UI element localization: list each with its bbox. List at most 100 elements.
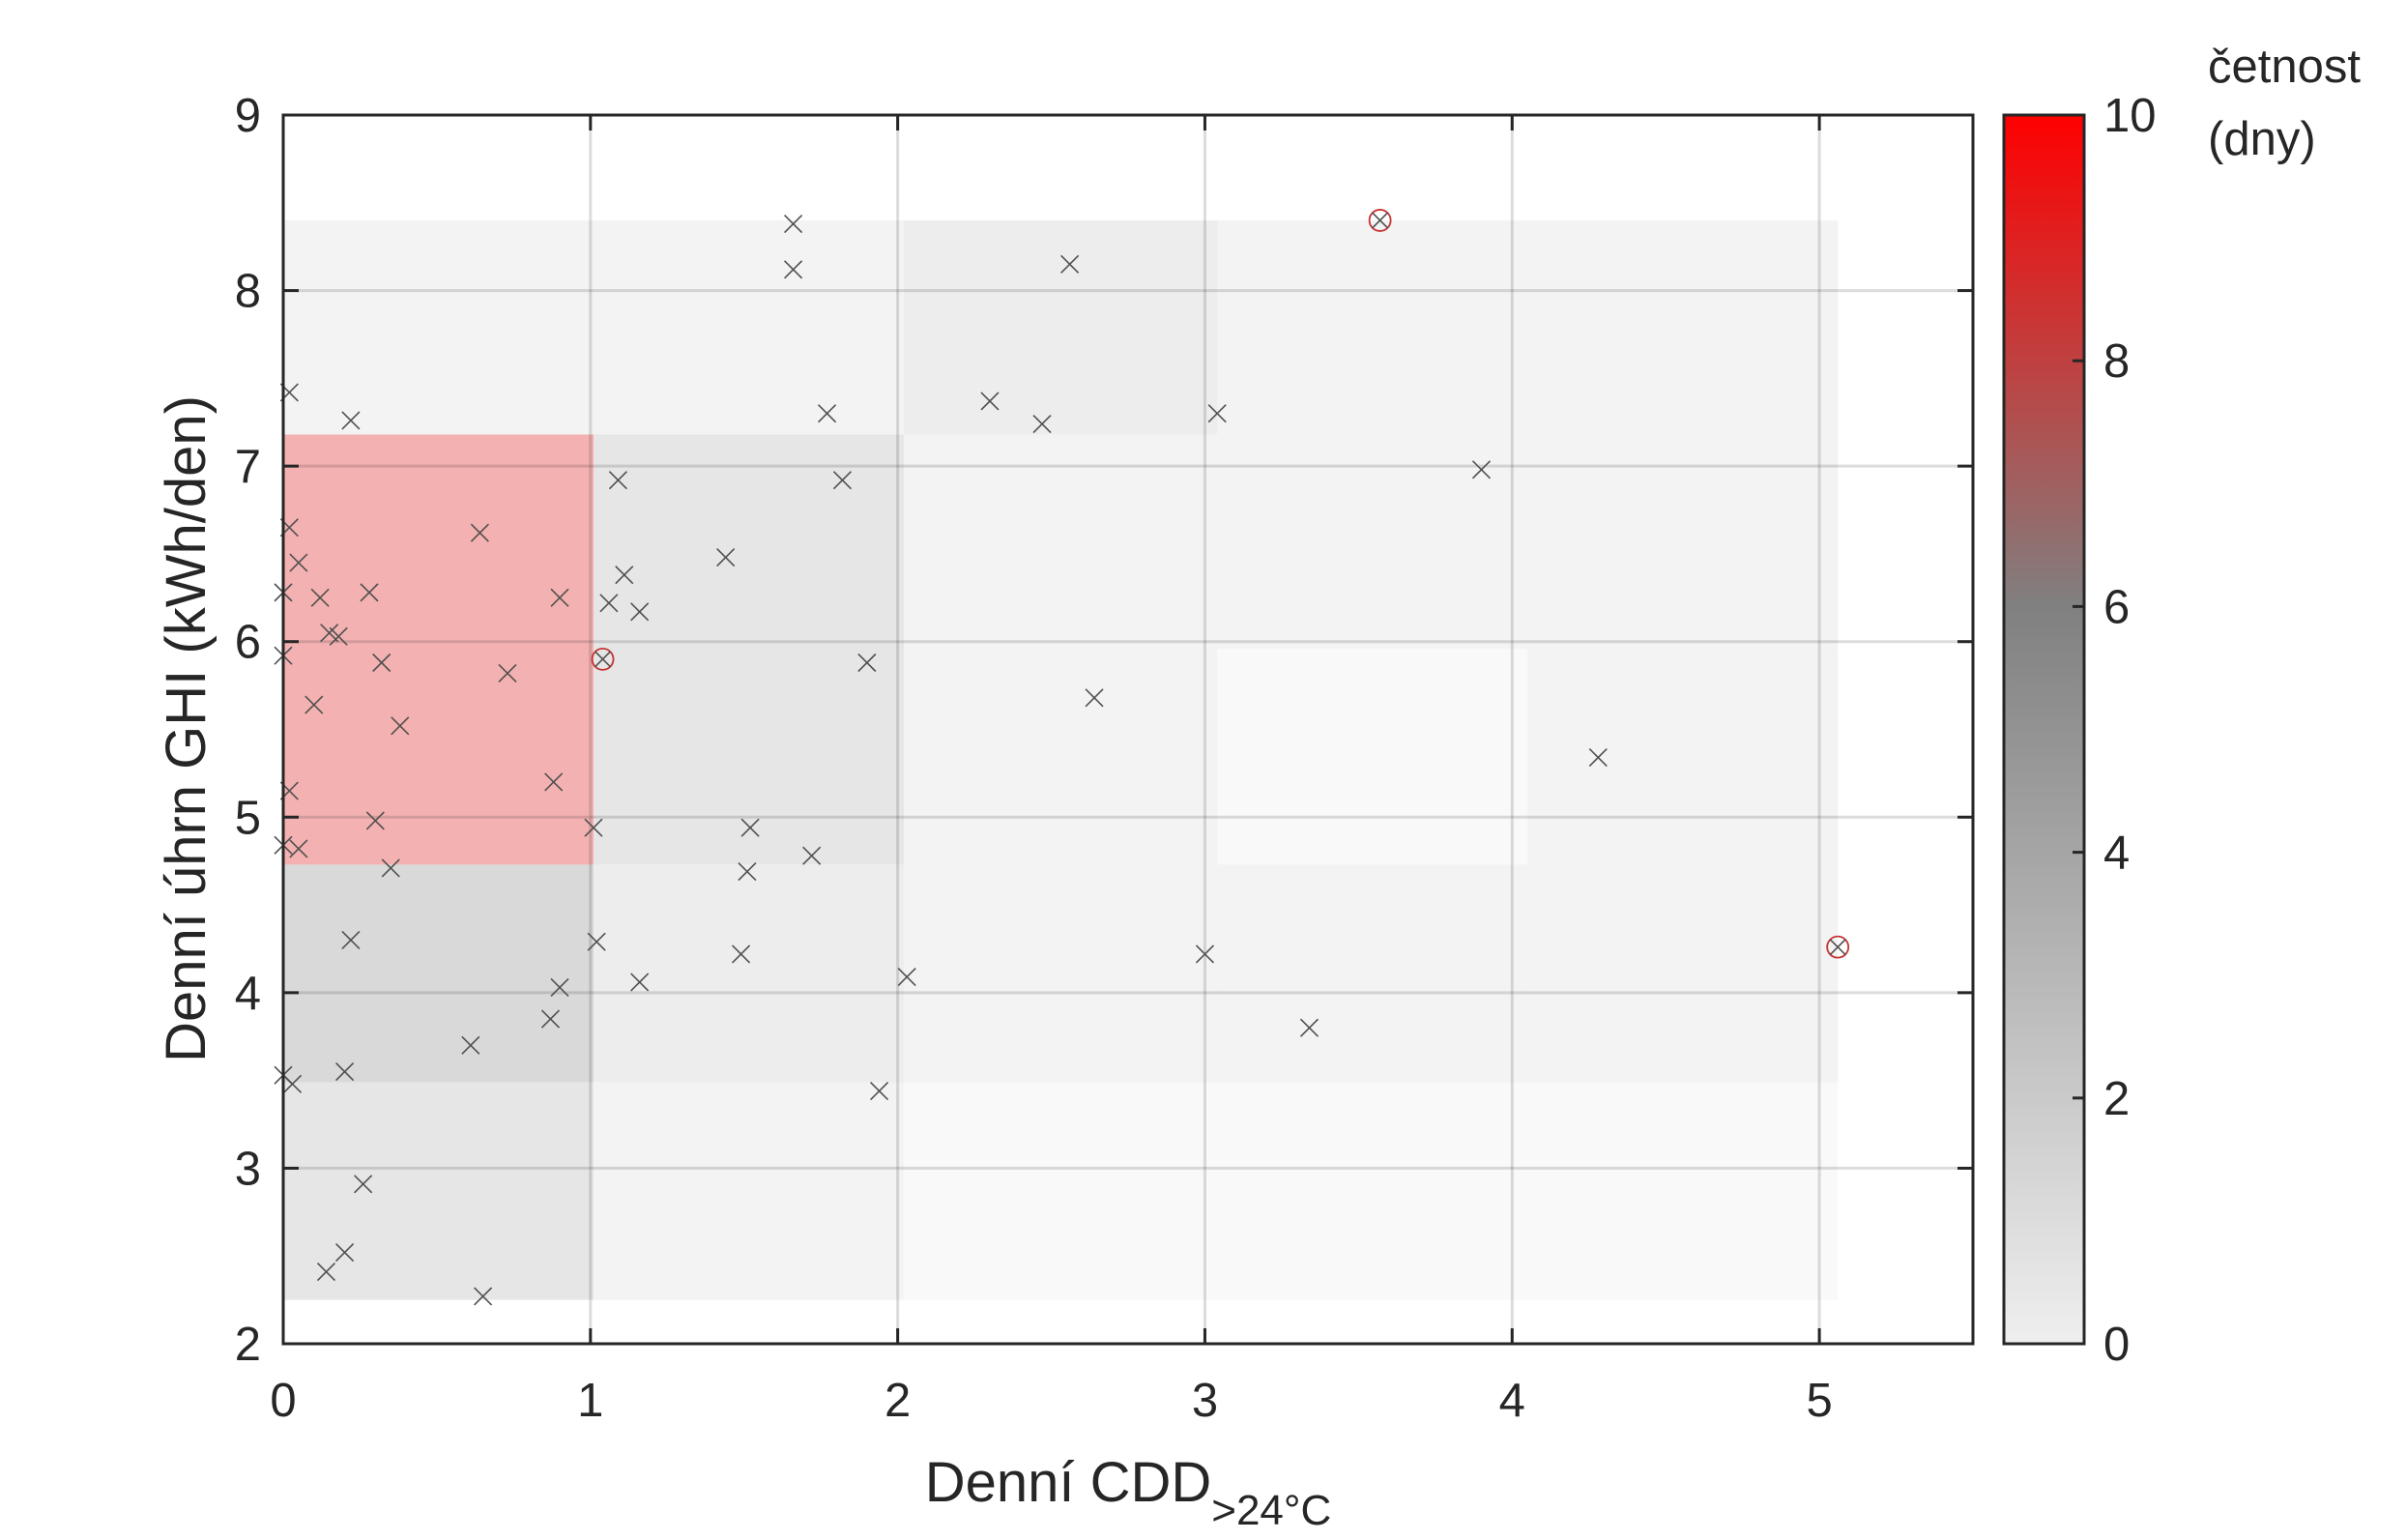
data-point	[784, 260, 803, 279]
heatmap-cell	[903, 864, 1218, 1083]
heatmap-cell	[1217, 1082, 1528, 1300]
data-point	[354, 1175, 373, 1194]
y-tick-label: 2	[235, 1319, 261, 1371]
data-point	[630, 602, 650, 622]
data-point	[341, 930, 361, 949]
heatmap-cell	[283, 434, 594, 649]
colorbar-tick-label: 0	[2103, 1319, 2130, 1371]
x-tick-label: 2	[884, 1375, 911, 1427]
data-point	[1060, 254, 1080, 274]
y-tick-label: 3	[235, 1143, 261, 1195]
colorbar	[2002, 113, 2086, 1346]
data-point	[329, 626, 348, 646]
data-point	[381, 858, 400, 878]
data-point	[372, 653, 392, 673]
heatmap-cell	[1527, 434, 1839, 649]
colorbar-tick-label: 8	[2103, 335, 2130, 388]
data-point	[716, 547, 736, 567]
data-point	[1032, 415, 1052, 434]
data-point	[1085, 688, 1104, 708]
data-point	[391, 716, 410, 736]
plot-background	[283, 115, 1973, 1344]
heatmap-cell	[283, 864, 594, 1083]
colorbar-ticks: 0 2 4 6 8 10	[2073, 90, 2157, 1371]
heatmap-cells	[283, 219, 1839, 1300]
plot-frame	[281, 113, 1975, 1346]
data-point	[1471, 460, 1492, 479]
data-point	[550, 977, 569, 997]
colorbar-title-line1: četnost	[2208, 41, 2361, 93]
heatmap-cell	[593, 219, 904, 435]
data-point	[1195, 944, 1215, 964]
grid-lines	[283, 115, 1973, 1344]
data-point	[599, 594, 619, 613]
axis-ticks: 0 1 2 3 4 5 2 3 4 5 6 7 8 9	[235, 90, 1973, 1427]
data-point	[461, 1035, 480, 1055]
y-axis-label: Denní úhrn GHI (kWh/den)	[155, 395, 218, 1062]
data-point	[980, 392, 1000, 411]
heatmap-cell	[593, 648, 904, 865]
data-point	[584, 818, 603, 837]
x-tick-label: 0	[270, 1375, 296, 1427]
colorbar-tick-label: 10	[2103, 90, 2157, 142]
heatmap-cell	[283, 648, 594, 865]
data-point	[498, 663, 517, 683]
data-point	[630, 973, 650, 992]
heatmap-cell	[593, 864, 904, 1083]
highlighted-point	[1368, 209, 1392, 232]
scatter-points	[274, 209, 1850, 1306]
x-tick-label: 5	[1806, 1375, 1832, 1427]
data-point	[857, 653, 877, 673]
colorbar-tick-label: 2	[2103, 1073, 2130, 1125]
data-point	[740, 818, 760, 837]
heatmap-cell	[1217, 434, 1528, 649]
heatmap-cell	[903, 648, 1218, 865]
data-point	[365, 811, 385, 830]
data-point	[474, 1287, 493, 1306]
data-point	[282, 1074, 303, 1093]
data-point	[334, 1243, 355, 1263]
data-point	[587, 932, 606, 951]
heatmap-cell	[1527, 1082, 1839, 1300]
y-tick-label: 7	[235, 441, 261, 493]
heatmap-cell	[1217, 864, 1528, 1083]
heatmap-cell	[1527, 648, 1839, 865]
data-point	[341, 411, 361, 430]
data-point	[304, 695, 324, 714]
heatmap-cell	[593, 1082, 904, 1300]
y-tick-label: 8	[235, 266, 261, 318]
heatmap-cell	[903, 219, 1218, 435]
highlight-circle	[591, 647, 615, 671]
highlighted-point	[1826, 935, 1850, 959]
y-tick-label: 4	[235, 968, 261, 1020]
highlight-cross	[1829, 939, 1846, 956]
x-tick-label: 4	[1499, 1375, 1525, 1427]
data-point	[802, 846, 822, 865]
data-point	[550, 588, 569, 607]
data-point	[540, 1009, 561, 1029]
highlight-cross	[594, 651, 612, 668]
highlight-circle	[1368, 209, 1392, 232]
data-point	[1299, 1018, 1320, 1037]
heatmap-cell	[903, 1082, 1218, 1300]
data-point	[784, 215, 803, 234]
heatmap-cell	[1217, 219, 1528, 435]
heatmap-cell	[1527, 864, 1839, 1083]
heatmap-cell	[593, 434, 904, 649]
heatmap-cell	[283, 219, 594, 435]
data-point	[1207, 404, 1227, 423]
colorbar-title-line2: (dny)	[2208, 113, 2316, 165]
data-point	[334, 1061, 355, 1082]
y-tick-label: 5	[235, 792, 261, 844]
colorbar-tick-label: 4	[2103, 828, 2130, 880]
heatmap-cell	[1527, 219, 1839, 435]
heatmap-cell	[1217, 648, 1528, 865]
data-point	[1588, 747, 1608, 768]
data-point	[817, 404, 837, 423]
data-point	[615, 566, 634, 585]
colorbar-tick-label: 6	[2103, 581, 2130, 633]
x-tick-label: 3	[1192, 1375, 1218, 1427]
data-point	[832, 471, 852, 490]
data-point	[360, 583, 379, 602]
highlight-cross	[1372, 212, 1389, 229]
